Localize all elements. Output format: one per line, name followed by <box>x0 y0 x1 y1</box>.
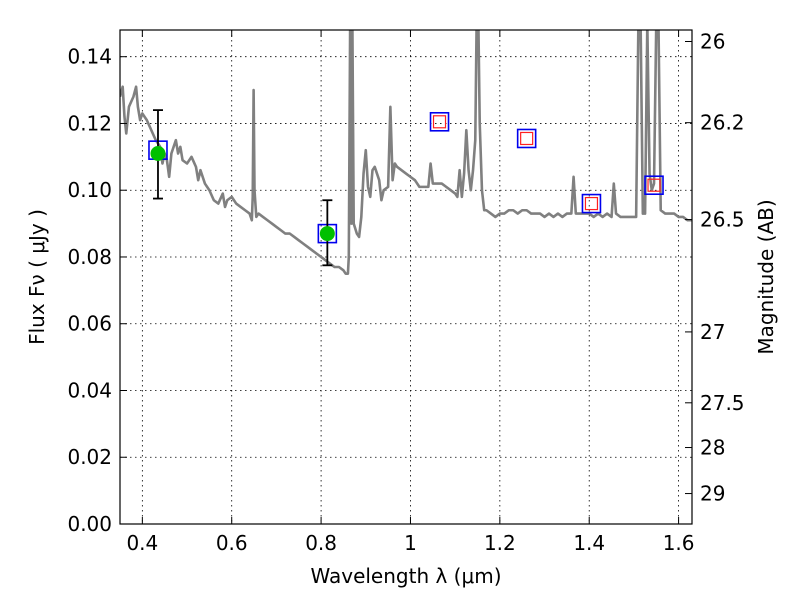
x-tick-label: 0.4 <box>126 531 158 555</box>
sed-model-line <box>120 30 692 275</box>
upper-limit-marker <box>647 178 661 192</box>
y-tick-label: 0.12 <box>67 111 112 135</box>
x-tick-label: 0.6 <box>216 531 248 555</box>
x-axis-label: Wavelength λ (μm) <box>310 564 501 588</box>
y-tick-label: 0.04 <box>67 378 112 402</box>
model-flux-marker <box>581 193 602 214</box>
plot-frame <box>119 29 693 525</box>
y-tick-label: 0.10 <box>67 178 112 202</box>
model-flux-marker <box>644 175 664 196</box>
upper-limit-marker <box>432 115 447 129</box>
right-tick-label: 28 <box>700 436 725 460</box>
right-axis-label: Magnitude (AB) <box>754 199 778 354</box>
x-tick-label: 1 <box>404 531 417 555</box>
x-tick-label: 0.8 <box>305 531 337 555</box>
x-tick-label: 1.2 <box>484 531 516 555</box>
grid-lines <box>120 30 692 525</box>
axis-ticks: 0.4 0.6 0.8 1 1.2 1.4 1.6 0.00 0.02 0.04 0.06 0.08 0… <box>67 30 744 555</box>
y-tick-label: 0.02 <box>67 445 112 469</box>
y-tick-label: 0.14 <box>67 45 112 69</box>
right-tick-label: 29 <box>700 482 725 506</box>
plot-area <box>120 30 692 275</box>
right-tick-label: 27.5 <box>700 391 745 415</box>
model-flux-marker <box>429 111 450 132</box>
y-tick-label: 0.08 <box>67 245 112 269</box>
right-tick-label: 26.2 <box>700 111 745 135</box>
y-tick-label: 0.06 <box>67 312 112 336</box>
right-tick-label: 27 <box>700 320 725 344</box>
right-tick-label: 26 <box>700 30 725 54</box>
observed-flux-point <box>319 226 335 242</box>
upper-limit-marker <box>520 131 534 146</box>
y-axis-label: Flux Fν ( μJy ) <box>25 209 49 345</box>
y-tick-label: 0.00 <box>67 512 112 536</box>
x-tick-label: 1.6 <box>663 531 695 555</box>
right-tick-label: 26.5 <box>700 208 745 232</box>
x-tick-label: 1.4 <box>573 531 605 555</box>
observed-flux-point <box>150 146 166 161</box>
model-flux-marker <box>516 128 537 149</box>
upper-limit-marker <box>584 196 599 211</box>
